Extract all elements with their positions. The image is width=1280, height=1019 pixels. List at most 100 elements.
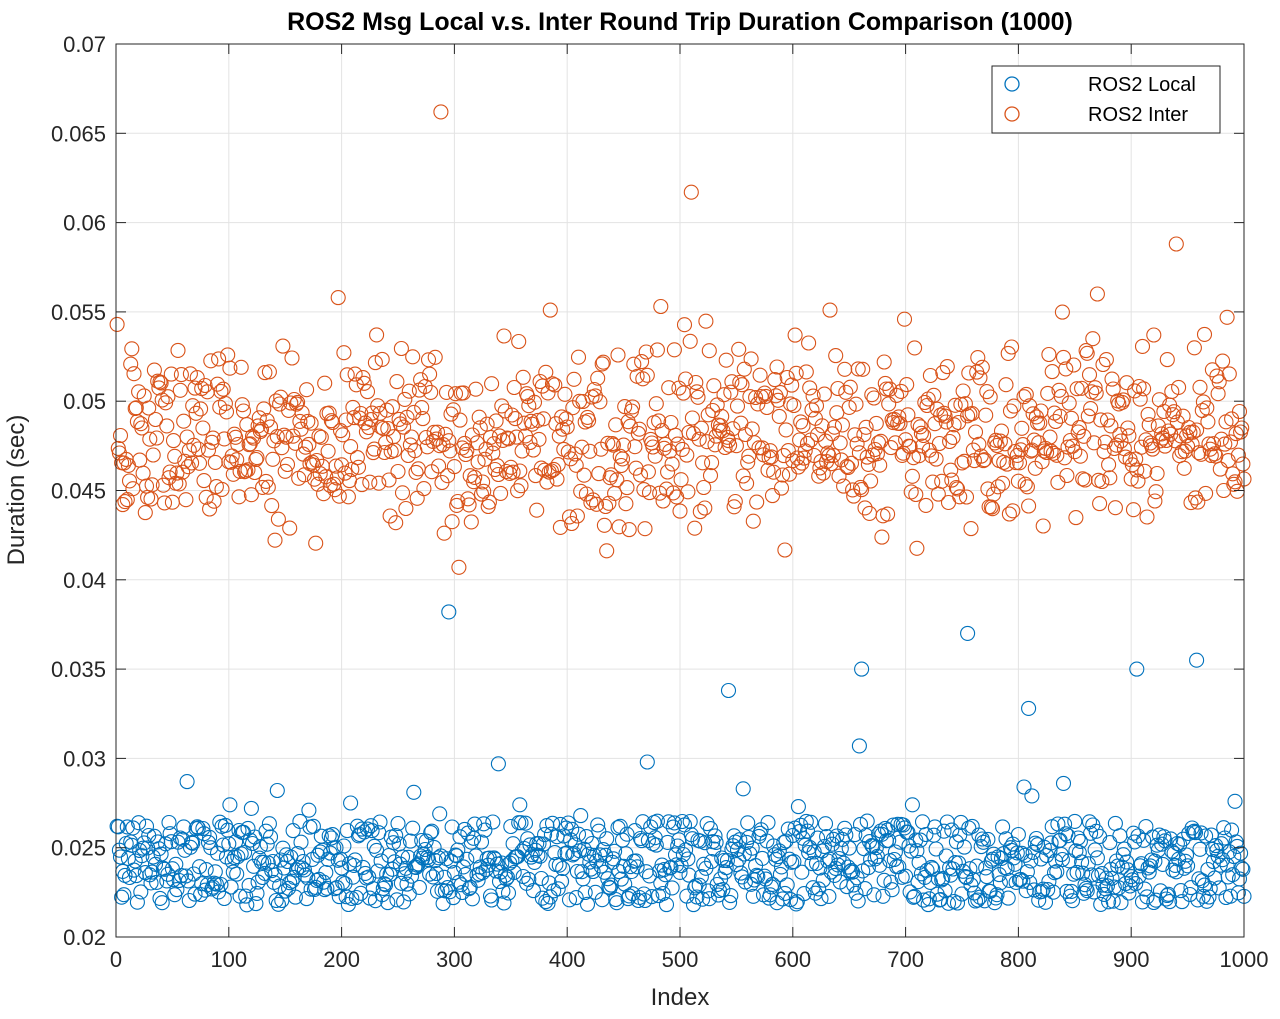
data-point [799,435,816,452]
data-point [550,881,566,897]
data-point [1017,476,1033,492]
data-point [826,419,843,435]
data-point [491,873,508,890]
data-point [176,413,192,429]
data-point [912,419,928,435]
data-point [979,869,995,885]
data-point [424,823,440,839]
data-point [147,411,164,428]
data-point [992,433,1008,449]
data-point [760,815,776,831]
data-point [335,874,351,890]
data-point [215,381,231,397]
data-point [408,464,424,480]
data-point [903,843,919,859]
data-point [1108,437,1125,453]
data-point [1099,878,1116,894]
data-point [824,836,840,852]
data-point [651,413,667,429]
data-point [1023,853,1039,869]
data-point [507,411,523,427]
data-point [790,459,806,475]
data-point [137,505,153,521]
data-point [1231,403,1248,420]
data-point [918,826,934,843]
data-point [619,826,635,842]
data-point [1074,854,1090,870]
data-point [1198,485,1214,501]
data-point [779,877,795,893]
data-point [337,465,353,481]
data-point [855,361,871,377]
data-point [723,888,739,904]
data-point [773,859,790,875]
data-point [320,443,336,459]
data-point [585,863,601,880]
x-tick-label: 300 [436,947,473,972]
x-tick-label: 500 [662,947,699,972]
data-point [1017,847,1033,863]
data-point [566,371,582,387]
y-axis-label: Duration (sec) [3,415,30,566]
data-point [1061,395,1077,411]
data-point [173,367,189,383]
data-point [490,466,506,483]
data-point [1166,404,1182,420]
data-point [573,808,589,824]
data-point [355,859,371,875]
data-point [1083,401,1099,417]
data-point [234,397,250,413]
data-point [463,514,479,530]
data-point [570,349,587,365]
data-point [506,379,522,396]
data-point [576,467,592,483]
data-point [1103,418,1119,434]
data-point [155,477,171,493]
data-point [145,447,161,463]
data-point [845,864,861,880]
data-point [782,892,799,908]
data-point [609,472,625,488]
data-point [335,427,351,443]
data-point [402,437,418,453]
data-point [230,436,246,453]
data-point [1202,880,1218,897]
data-point [512,463,528,479]
data-point [1006,850,1022,866]
data-point [180,459,196,475]
data-point [592,394,608,410]
data-point [829,405,845,421]
data-point [1146,327,1162,343]
data-point [942,433,958,450]
x-tick-label: 400 [549,947,586,972]
data-point [808,398,825,414]
data-point [718,860,734,876]
data-point [121,473,138,489]
data-point [1157,833,1173,849]
data-point [1114,394,1130,410]
data-point [533,460,549,476]
data-point [1235,456,1251,472]
data-point [648,837,664,853]
data-point [954,455,970,471]
data-point [414,400,430,416]
data-point [1069,864,1085,880]
data-point [449,848,465,864]
data-point [380,895,396,911]
data-point [858,419,874,435]
data-point [264,863,280,879]
data-point [610,347,626,363]
data-point [735,468,751,484]
data-point [288,396,305,412]
data-point [347,852,363,868]
data-point [467,469,483,485]
data-point [299,891,315,907]
data-point [222,360,238,376]
data-point [767,372,783,388]
data-point [1094,473,1110,490]
data-point [422,366,438,382]
data-point [1149,465,1165,482]
data-point [209,845,226,861]
data-point [214,481,230,497]
data-point [487,461,503,478]
